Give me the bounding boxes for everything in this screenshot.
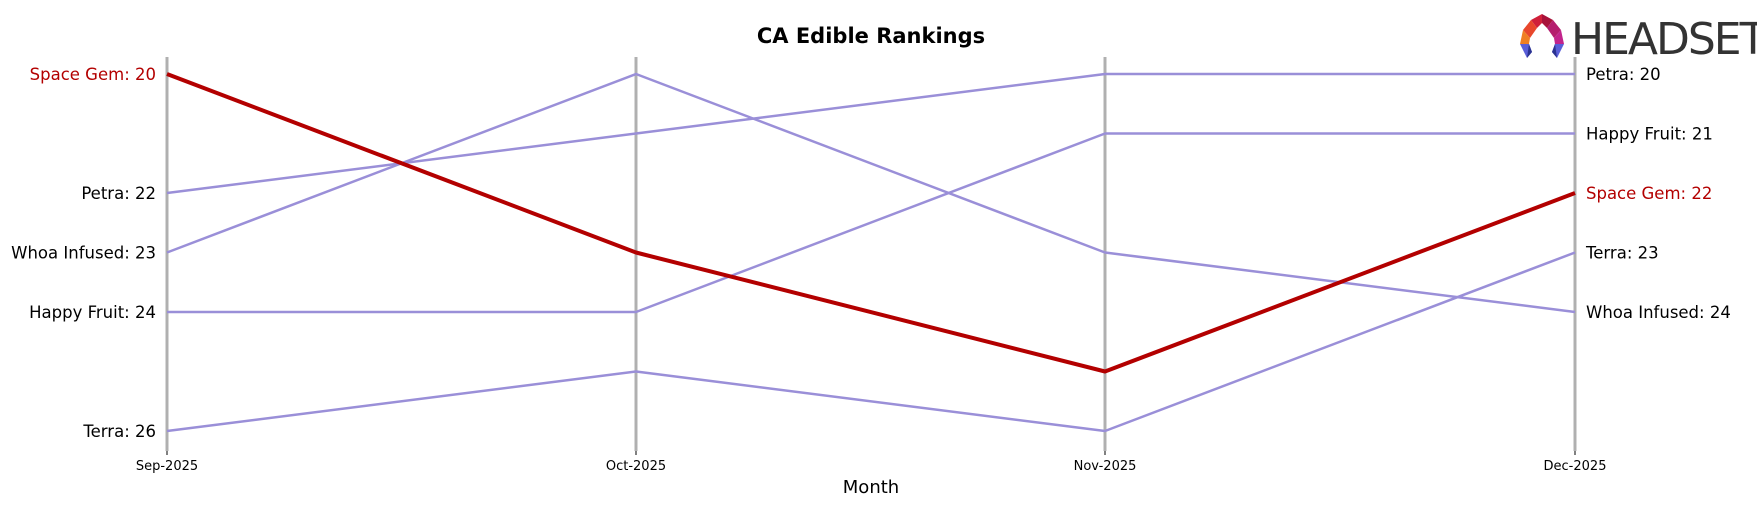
right-rank-label: Whoa Infused: 24 <box>1586 303 1731 322</box>
x-axis-label: Month <box>843 477 899 498</box>
headset-logo-text: HEADSET <box>1571 14 1757 65</box>
right-rank-label: Happy Fruit: 21 <box>1586 125 1713 144</box>
left-rank-label: Space Gem: 20 <box>30 65 156 84</box>
x-axis-ticks: Sep-2025 Oct-2025 Nov-2025 Dec-2025 <box>136 451 1607 474</box>
x-tick-label: Oct-2025 <box>606 459 666 474</box>
chart-title: CA Edible Rankings <box>757 24 985 48</box>
right-rank-labels: Petra: 20 Happy Fruit: 21 Space Gem: 22 Ter… <box>1585 65 1731 322</box>
right-rank-label: Petra: 20 <box>1586 65 1661 84</box>
series-line-terra <box>166 251 1576 433</box>
right-rank-label: Terra: 23 <box>1585 244 1659 263</box>
series-line-whoa-infused <box>166 72 1576 314</box>
left-rank-label: Terra: 26 <box>82 422 156 441</box>
left-rank-label: Petra: 22 <box>81 184 156 203</box>
month-axes <box>165 57 1577 451</box>
x-tick-label: Sep-2025 <box>136 459 198 474</box>
left-rank-label: Happy Fruit: 24 <box>29 303 156 322</box>
right-rank-label: Space Gem: 22 <box>1586 184 1712 203</box>
x-tick-label: Nov-2025 <box>1074 459 1137 474</box>
series-line-happy-fruit <box>167 132 1575 314</box>
series-line-space-gem <box>166 72 1576 374</box>
series-lines <box>166 72 1576 433</box>
headset-logo: HEADSET <box>1520 14 1757 65</box>
headset-logo-icon <box>1520 14 1564 58</box>
left-rank-labels: Space Gem: 20 Petra: 22 Whoa Infused: 23 Ha… <box>11 65 156 441</box>
left-rank-label: Whoa Infused: 23 <box>11 244 156 263</box>
x-tick-label: Dec-2025 <box>1544 459 1607 474</box>
